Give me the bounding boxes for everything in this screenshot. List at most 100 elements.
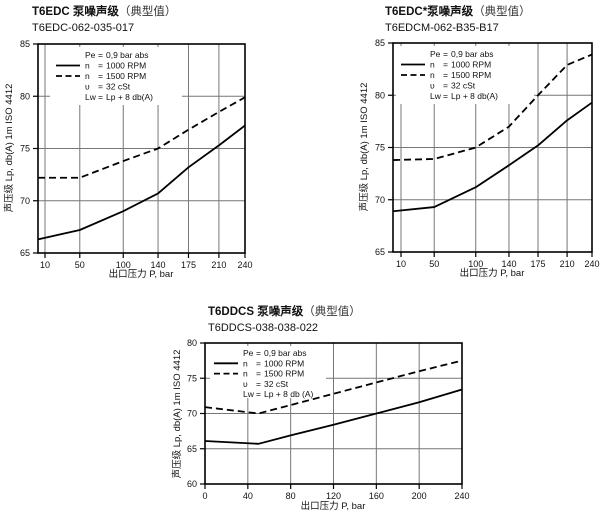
chart-1-ylabel: 声压级 Lp, db(A) 1m ISO 4412 [3, 84, 15, 213]
svg-text:100: 100 [116, 260, 131, 270]
svg-text:=: = [98, 50, 103, 60]
svg-text:70: 70 [20, 196, 30, 206]
chart2-subtitle: T6EDCM-062-B35-B17 [385, 22, 499, 34]
svg-text:Pe: Pe [85, 50, 96, 60]
svg-text:0,9 bar abs: 0,9 bar abs [451, 49, 494, 59]
chart-1: 10 50 100 140 175 210 240 65 70 75 80 85 出口压力 P, bar… [3, 39, 253, 280]
svg-text:65: 65 [187, 444, 197, 454]
svg-text:=: = [98, 61, 103, 71]
svg-text:70: 70 [187, 409, 197, 419]
svg-text:240: 240 [237, 260, 252, 270]
chart2-title-main: T6EDC*泵噪声级 [385, 6, 474, 18]
chart3-title-paren: （典型值） [303, 306, 361, 318]
svg-text:υ: υ [85, 82, 90, 92]
svg-text:Lw: Lw [430, 91, 442, 101]
chart1-title-main: T6EDC 泵噪声级 [32, 6, 119, 18]
svg-text:175: 175 [181, 260, 196, 270]
svg-text:10: 10 [396, 259, 406, 269]
chart2-title: T6EDC*泵噪声级（典型值） [385, 5, 531, 19]
chart-3: 0 40 80 120 160 200 240 60 65 70 75 80 出口压力 P, bar 声压… [171, 338, 470, 512]
chart-3-ylabel: 声压级 Lp, db(A) 1m ISO 4412 [171, 350, 183, 479]
svg-text:50: 50 [429, 259, 439, 269]
svg-text:υ: υ [430, 81, 435, 91]
svg-text:175: 175 [531, 259, 546, 269]
svg-text:40: 40 [243, 491, 253, 501]
svg-text:1000 RPM: 1000 RPM [264, 358, 304, 368]
chart-3-curve-1000rpm [204, 388, 463, 445]
svg-text:100: 100 [468, 259, 483, 269]
svg-text:70: 70 [375, 195, 385, 205]
svg-text:Lp + 8 db(A): Lp + 8 db(A) [451, 91, 498, 101]
svg-text:=: = [256, 358, 261, 368]
svg-text:210: 210 [560, 259, 575, 269]
chart1-title-paren: （典型值） [118, 6, 177, 18]
svg-text:1500 RPM: 1500 RPM [106, 71, 146, 81]
chart3-title-main: T6DDCS 泵噪声级 [208, 306, 304, 318]
svg-text:80: 80 [20, 91, 30, 101]
svg-text:=: = [443, 91, 448, 101]
svg-text:50: 50 [75, 260, 85, 270]
chart-1-ticks [33, 43, 246, 258]
svg-text:85: 85 [375, 38, 385, 48]
chart1-subtitle: T6EDC-062-035-017 [32, 22, 135, 34]
svg-text:80: 80 [286, 491, 296, 501]
svg-text:=: = [443, 70, 448, 80]
chart-2-curve-1500rpm [392, 53, 593, 161]
svg-text:32 cSt: 32 cSt [264, 379, 289, 389]
svg-text:Pe: Pe [430, 49, 441, 59]
chart1-title: T6EDC 泵噪声级（典型值） [32, 5, 176, 19]
svg-text:210: 210 [211, 260, 226, 270]
svg-text:75: 75 [187, 373, 197, 383]
svg-text:1500 RPM: 1500 RPM [264, 369, 304, 379]
svg-text:Lp + 8 db (A): Lp + 8 db (A) [264, 389, 314, 399]
svg-text:n: n [430, 70, 435, 80]
svg-text:32 cSt: 32 cSt [451, 81, 476, 91]
svg-text:200: 200 [412, 491, 427, 501]
svg-text:υ: υ [243, 379, 248, 389]
svg-text:120: 120 [326, 491, 341, 501]
chart-1-curve-1500rpm [38, 96, 246, 179]
chart-2-ticks [388, 42, 593, 257]
svg-text:Pe: Pe [243, 348, 254, 358]
svg-text:75: 75 [375, 143, 385, 153]
chart-1-xlabel: 出口压力 P, bar [109, 268, 174, 280]
svg-text:240: 240 [584, 259, 599, 269]
chart-1-tick-labels: 10 50 100 140 175 210 240 65 70 75 80 85 [20, 39, 253, 270]
chart-2-curve-1000rpm [392, 101, 593, 213]
svg-text:1000 RPM: 1000 RPM [106, 61, 146, 71]
svg-text:60: 60 [187, 479, 197, 489]
svg-text:0: 0 [202, 491, 207, 501]
chart-3-curve-1500rpm [204, 359, 463, 415]
chart-2-ylabel: 声压级 Lp, db(A) 1m ISO 4412 [358, 83, 370, 212]
svg-text:65: 65 [375, 247, 385, 257]
chart-2-legend-bg [396, 46, 534, 104]
svg-text:75: 75 [20, 144, 30, 154]
svg-text:80: 80 [375, 90, 385, 100]
svg-text:=: = [443, 81, 448, 91]
chart3-subtitle: T6DDCS-038-038-022 [208, 322, 319, 334]
svg-text:=: = [98, 92, 103, 102]
chart-3-tick-labels: 0 40 80 120 160 200 240 60 65 70 75 80 [187, 338, 470, 501]
svg-text:=: = [256, 389, 261, 399]
svg-text:=: = [256, 379, 261, 389]
svg-text:Lw: Lw [243, 389, 255, 399]
svg-text:1500 RPM: 1500 RPM [451, 70, 491, 80]
svg-text:n: n [243, 369, 248, 379]
svg-text:0,9 bar abs: 0,9 bar abs [264, 348, 307, 358]
svg-text:Lw: Lw [85, 92, 97, 102]
svg-text:240: 240 [454, 491, 469, 501]
svg-text:10: 10 [40, 260, 50, 270]
chart-2-xlabel: 出口压力 P, bar [460, 267, 525, 279]
svg-text:=: = [256, 369, 261, 379]
svg-text:Lp + 8 db(A): Lp + 8 db(A) [106, 92, 153, 102]
svg-text:=: = [98, 71, 103, 81]
svg-text:160: 160 [369, 491, 384, 501]
svg-text:85: 85 [20, 39, 30, 49]
svg-text:0,9 bar abs: 0,9 bar abs [106, 50, 149, 60]
svg-text:=: = [443, 49, 448, 59]
svg-text:1000 RPM: 1000 RPM [451, 60, 491, 70]
svg-text:=: = [98, 82, 103, 92]
svg-text:80: 80 [187, 338, 197, 348]
